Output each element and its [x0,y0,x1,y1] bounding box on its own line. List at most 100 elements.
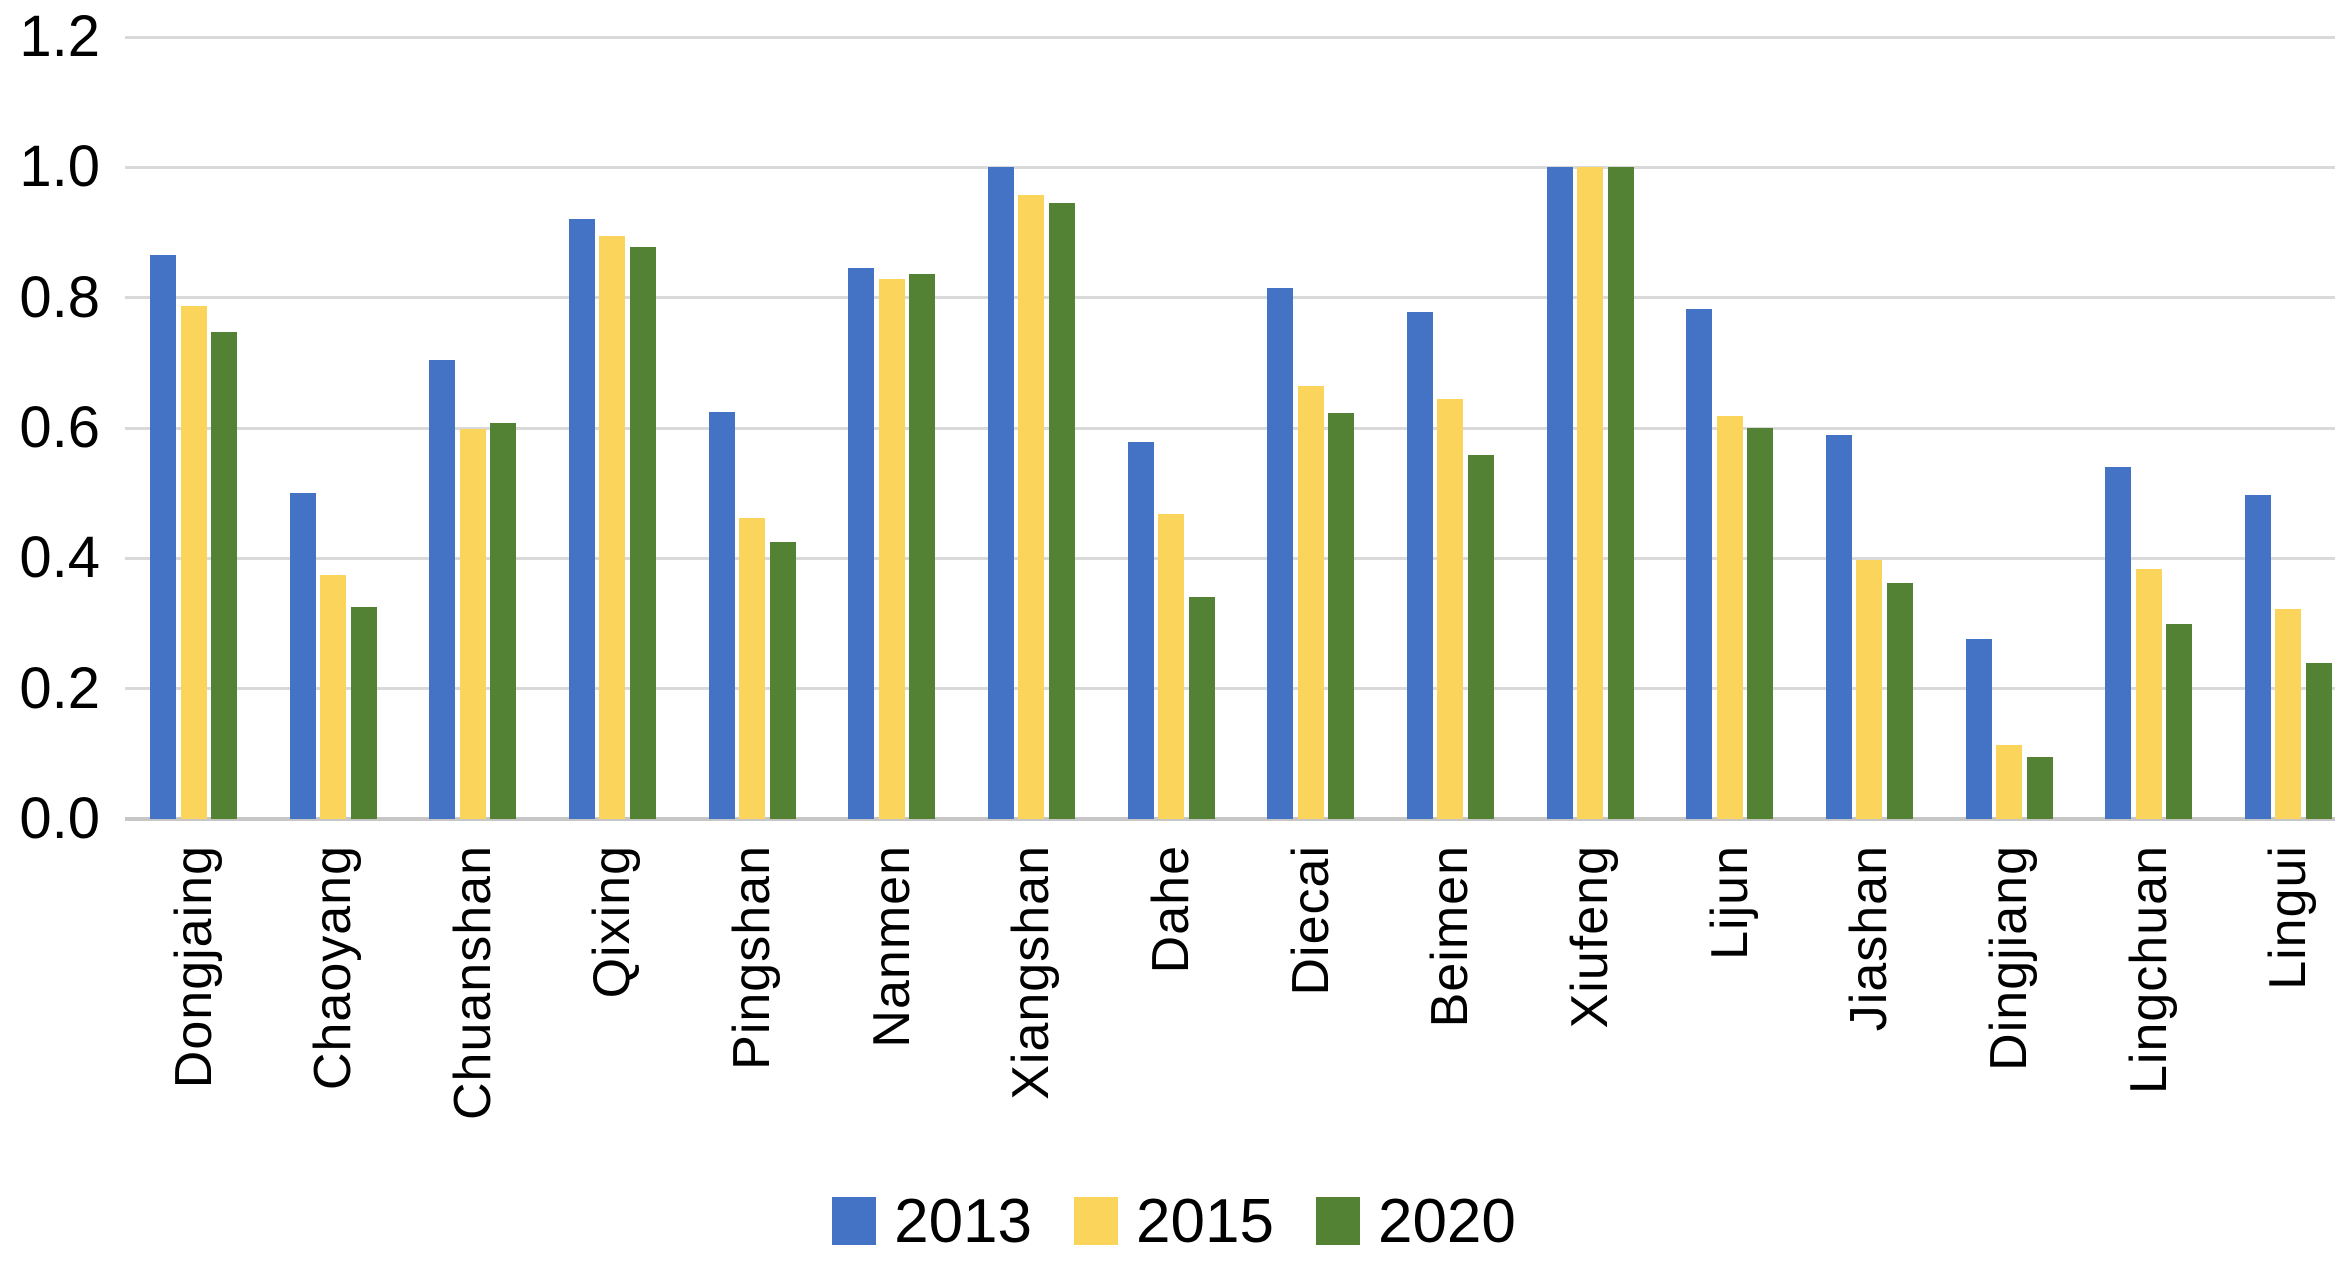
bar-chuanshan-2013 [429,359,456,819]
x-tick-label-dongjaing: Dongjaing [164,845,223,1089]
bar-nanmen-2013 [848,268,875,819]
bar-group-lingchuan [2105,37,2193,819]
legend-swatch-2015 [1074,1197,1119,1245]
bar-dongjaing-2015 [180,305,207,819]
bar-lijun-2015 [1716,416,1743,819]
bar-diecai-2020 [1328,413,1355,819]
legend-item-2015: 2015 [1074,1186,1274,1257]
bar-diecai-2015 [1297,385,1324,819]
bar-chaoyang-2020 [350,607,377,819]
bar-group-jiashan [1825,37,1913,819]
bar-dingjiang-2020 [2026,757,2053,819]
bar-qixing-2015 [599,235,626,819]
bar-beimen-2013 [1406,312,1433,819]
legend-label-2020: 2020 [1377,1186,1516,1256]
x-label-cell-dongjaing: Dongjaing [150,845,237,1185]
bar-jiashan-2013 [1825,434,1852,819]
bar-lijun-2020 [1747,428,1774,819]
bar-xiangshan-2015 [1018,195,1045,819]
x-label-cell-diecai: Diecai [1267,845,1354,1185]
bar-group-nanmen [848,37,936,819]
y-tick-label-1.0: 1.0 [19,134,100,200]
bar-qixing-2020 [629,246,656,819]
bar-group-diecai [1267,37,1355,819]
bar-chaoyang-2013 [289,493,316,819]
x-tick-label-nanmen: Nanmen [862,845,921,1048]
x-label-cell-chaoyang: Chaoyang [290,845,377,1185]
bar-group-chuanshan [429,37,517,819]
bar-group-lingui [2244,37,2332,819]
chart-legend: 2013 2015 2020 [0,1168,2348,1274]
bar-nanmen-2015 [878,279,905,819]
gridline-0.6 [125,426,2335,430]
bar-chuanshan-2015 [459,429,486,819]
bar-jiashan-2015 [1856,559,1883,819]
bar-dahe-2015 [1158,514,1185,819]
bar-lingchuan-2015 [2135,569,2162,819]
bar-lingchuan-2020 [2166,623,2193,819]
x-tick-label-pingshan: Pingshan [723,845,782,1070]
y-tick-label-0.0: 0.0 [19,786,100,851]
legend-item-2020: 2020 [1315,1186,1516,1257]
bar-group-pingshan [708,37,796,819]
gridline-1.0 [125,165,2335,169]
x-tick-label-qixing: Qixing [583,845,642,999]
bar-lingui-2020 [2305,662,2332,819]
x-tick-label-chaoyang: Chaoyang [304,845,363,1091]
bar-xiangshan-2013 [987,167,1014,819]
x-tick-label-xiufeng: Xiufeng [1561,845,1620,1029]
bar-dongjaing-2020 [211,331,237,819]
gridline-0.8 [125,296,2335,300]
y-tick-label-0.4: 0.4 [19,525,100,591]
bar-group-chaoyang [289,37,377,819]
bar-lingui-2015 [2275,608,2302,819]
bar-group-dingjiang [1965,37,2053,819]
bar-qixing-2013 [568,219,595,819]
bar-beimen-2015 [1437,398,1464,819]
legend-item-2013: 2013 [832,1186,1032,1257]
x-label-cell-jiashan: Jiashan [1826,845,1913,1185]
x-label-cell-pingshan: Pingshan [709,845,796,1185]
x-tick-label-lijun: Lijun [1700,845,1759,960]
bar-chaoyang-2015 [320,574,347,819]
x-tick-label-xiangshan: Xiangshan [1002,845,1061,1100]
x-label-cell-beimen: Beimen [1407,845,1494,1185]
y-tick-label-1.2: 1.2 [19,3,100,69]
x-label-cell-xiufeng: Xiufeng [1547,845,1634,1185]
bar-xiufeng-2013 [1546,167,1573,819]
legend-label-2015: 2015 [1136,1186,1274,1256]
bar-group-xiufeng [1546,37,1634,819]
bar-group-qixing [568,37,656,819]
x-tick-label-chuanshan: Chuanshan [443,845,502,1120]
x-tick-label-beimen: Beimen [1421,845,1480,1028]
bar-nanmen-2020 [909,274,936,819]
x-label-cell-nanmen: Nanmen [848,845,935,1185]
bar-xiangshan-2020 [1048,203,1075,819]
bar-beimen-2020 [1467,455,1494,819]
bar-dingjiang-2013 [1965,638,1992,819]
gridline-0.4 [125,556,2335,560]
x-tick-label-lingui: Lingui [2259,845,2318,990]
bar-group-lijun [1686,37,1774,819]
x-label-cell-lingui: Lingui [2245,845,2332,1185]
gridline-0.2 [125,687,2335,691]
x-axis-category-labels: Dongjaing Chaoyang Chuanshan Qixing Pingshan… [150,845,2332,1185]
x-axis-baseline [125,817,2335,821]
bar-pingshan-2015 [739,517,766,819]
bar-group-dongjaing [150,37,237,819]
bar-diecai-2013 [1267,287,1294,819]
x-tick-label-lingchuan: Lingchuan [2119,845,2178,1094]
gridline-1.2 [125,35,2335,39]
legend-swatch-2013 [832,1197,877,1245]
bar-group-xiangshan [987,37,1075,819]
y-tick-label-0.2: 0.2 [19,655,100,721]
bar-dingjiang-2015 [1996,745,2023,819]
bar-group-dahe [1127,37,1215,819]
x-label-cell-qixing: Qixing [569,845,656,1185]
x-tick-label-dahe: Dahe [1142,845,1201,974]
bar-dahe-2013 [1127,442,1154,819]
bar-jiashan-2020 [1886,583,1913,819]
bar-xiufeng-2020 [1607,167,1634,819]
legend-swatch-2020 [1315,1197,1360,1245]
y-tick-label-0.6: 0.6 [19,395,100,460]
